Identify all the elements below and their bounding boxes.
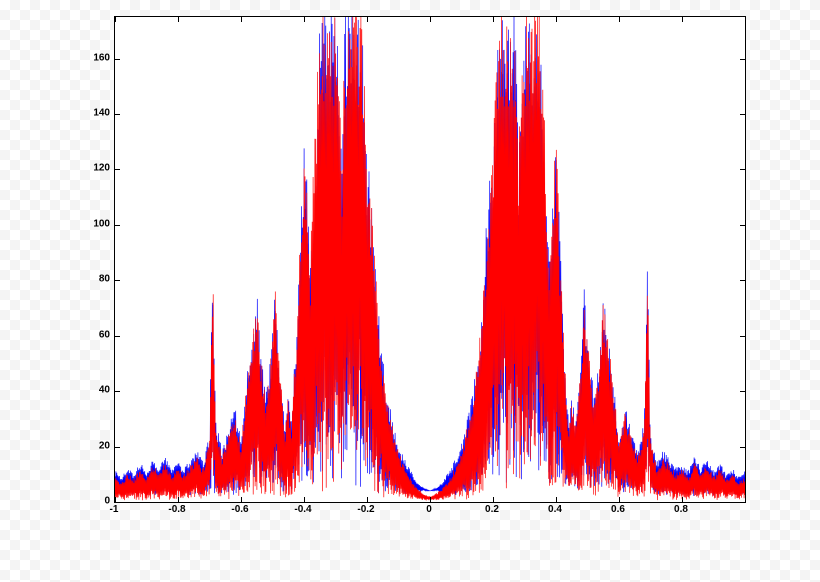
y-tick-label: 140	[86, 108, 110, 119]
y-tick-label: 20	[86, 440, 110, 451]
y-tick-label: 100	[86, 218, 110, 229]
x-tick-label: -0.6	[231, 504, 248, 515]
spectrum-chart: 0 20 40 60 80 100 120 140 160 -1 -0.8 -0.6 -0.4 -0.2…	[84, 16, 744, 516]
x-tick-label: -0.2	[357, 504, 374, 515]
y-tick-label: 40	[86, 385, 110, 396]
axes-area	[114, 16, 746, 503]
y-tick-label: 60	[86, 329, 110, 340]
x-tick-label: 0	[426, 504, 432, 515]
y-tick-label: 160	[86, 52, 110, 63]
trace-red	[115, 17, 745, 502]
y-tick-label: 80	[86, 274, 110, 285]
y-tick-label: 120	[86, 163, 110, 174]
x-tick-label: -0.8	[168, 504, 185, 515]
x-tick-label: 0.2	[485, 504, 499, 515]
y-tick-label: 0	[86, 496, 110, 507]
x-tick-label: 0.8	[674, 504, 688, 515]
x-tick-label: -0.4	[294, 504, 311, 515]
x-tick-label: -1	[110, 504, 119, 515]
x-tick-label: 0.4	[548, 504, 562, 515]
x-tick-label: 0.6	[611, 504, 625, 515]
